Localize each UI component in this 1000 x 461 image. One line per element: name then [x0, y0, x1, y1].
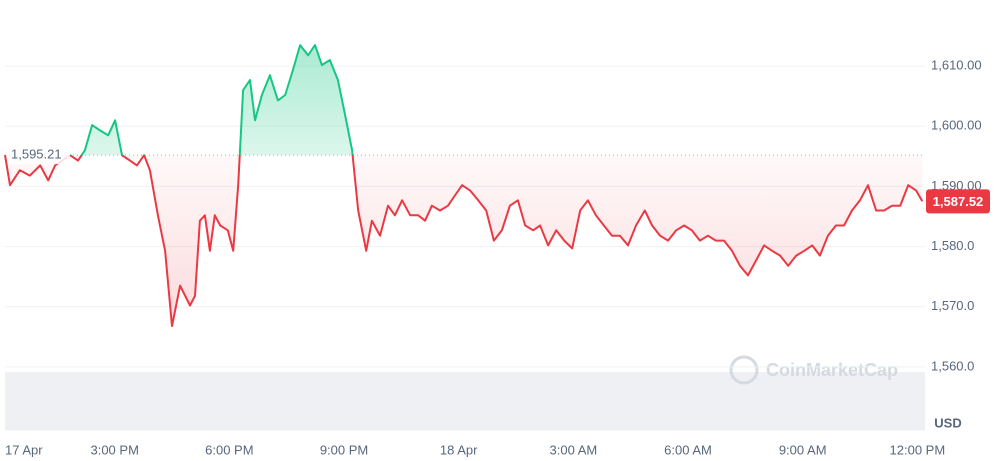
x-tick-label: 6:00 PM	[205, 442, 253, 457]
x-tick-label: 9:00 AM	[779, 442, 827, 457]
x-tick-label: 3:00 AM	[550, 442, 598, 457]
x-tick-label: 17 Apr	[5, 442, 43, 457]
price-badge	[926, 189, 990, 214]
y-tick-label: 1,570.0	[931, 298, 974, 313]
y-tick-label: 1,600.00	[931, 118, 982, 133]
x-tick-label: 18 Apr	[440, 442, 478, 457]
y-unit: USD	[934, 415, 961, 430]
baseline-label: 1,595.21	[11, 147, 62, 162]
y-tick-label: 1,610.00	[931, 58, 982, 73]
x-tick-label: 12:00 PM	[890, 442, 946, 457]
y-tick-label: 1,580.0	[931, 238, 974, 253]
x-tick-label: 3:00 PM	[90, 442, 138, 457]
baseline-label-bg	[8, 146, 70, 165]
y-tick-label: 1,560.0	[931, 358, 974, 373]
watermark: CoinMarketCap	[729, 355, 898, 385]
volume-band	[5, 372, 925, 430]
price-badge-label: 1,587.52	[933, 194, 984, 209]
x-tick-label: 9:00 PM	[320, 442, 368, 457]
y-tick-label: 1,590.00	[931, 178, 982, 193]
x-tick-label: 6:00 AM	[664, 442, 712, 457]
watermark-text: CoinMarketCap	[766, 360, 898, 380]
price-line	[4, 44, 924, 327]
